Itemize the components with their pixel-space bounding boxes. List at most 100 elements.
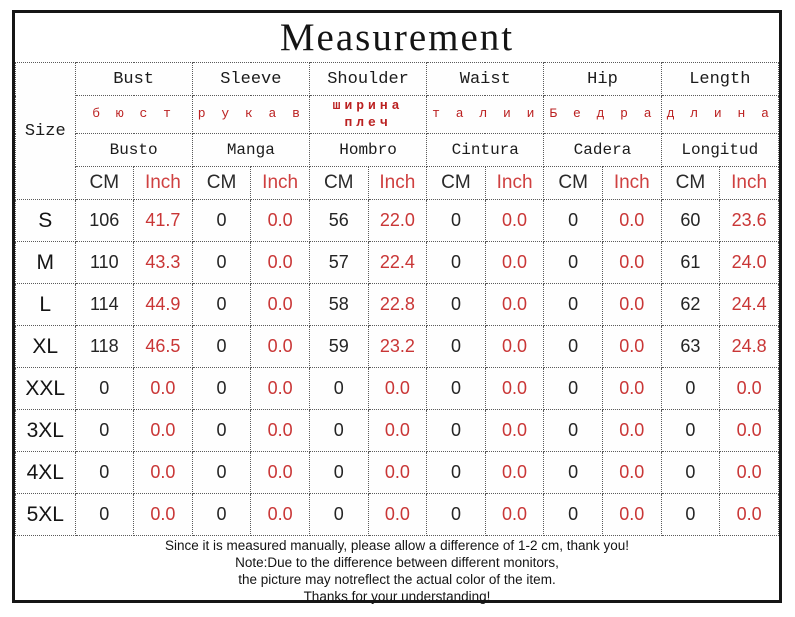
cell-l-sleeve-cm: 0 [191, 283, 252, 326]
cell-l-bust-inch: 44.9 [133, 283, 193, 326]
column-header-sleeve-russian: р у к а в [191, 95, 310, 134]
cell-s-sleeve-cm: 0 [191, 199, 252, 242]
cell-xl-bust-cm: 118 [74, 325, 135, 368]
measurement-sheet: Measurement Size Bust Sleeve Shoulder Waist… [12, 10, 782, 604]
cell-4xl-sleeve-cm: 0 [191, 451, 252, 494]
cell-xxl-bust-cm: 0 [74, 367, 135, 410]
cell-xl-hip-cm: 0 [543, 325, 603, 368]
page-title: Measurement [279, 16, 515, 59]
unit-header-inch-hip: Inch [601, 166, 662, 200]
cell-xxl-bust-inch: 0.0 [133, 367, 193, 410]
row-label-5xl: 5XL [15, 493, 76, 536]
cell-m-waist-cm: 0 [426, 241, 486, 284]
cell-3xl-sleeve-inch: 0.0 [250, 409, 310, 452]
size-row-s: S 106 41.7 0 0.0 56 22.0 0 0.0 0 0.0 60 23.6 [15, 199, 779, 242]
size-chart-table: Size Bust Sleeve Shoulder Waist Hip Length б … [15, 62, 780, 536]
row-label-s: S [15, 199, 76, 242]
cell-4xl-hip-cm: 0 [543, 451, 603, 494]
cell-xl-shoulder-inch: 23.2 [367, 325, 428, 368]
cell-4xl-waist-cm: 0 [426, 451, 486, 494]
cell-s-hip-cm: 0 [543, 199, 603, 242]
cell-5xl-shoulder-inch: 0.0 [367, 493, 428, 536]
unit-header-cm-sleeve: CM [191, 166, 252, 200]
cell-m-bust-cm: 110 [74, 241, 135, 284]
cell-xl-waist-cm: 0 [426, 325, 486, 368]
cell-4xl-sleeve-inch: 0.0 [250, 451, 310, 494]
size-row-3xl: 3XL 0 0.0 0 0.0 0 0.0 0 0.0 0 0.0 0 0.0 [15, 409, 779, 452]
footer-note-line: the picture may notreflect the actual co… [238, 572, 556, 587]
cell-l-hip-cm: 0 [543, 283, 603, 326]
cell-xxl-hip-inch: 0.0 [601, 367, 662, 410]
cell-xl-shoulder-cm: 59 [308, 325, 369, 368]
footer-note-line: Since it is measured manually, please al… [165, 538, 629, 553]
cell-5xl-hip-cm: 0 [543, 493, 603, 536]
cell-5xl-length-cm: 0 [660, 493, 721, 536]
unit-header-cm-bust: CM [74, 166, 135, 200]
size-row-m: M 110 43.3 0 0.0 57 22.4 0 0.0 0 0.0 61 24.0 [15, 241, 779, 284]
column-header-waist-spanish: Cintura [426, 133, 545, 167]
cell-4xl-bust-inch: 0.0 [133, 451, 193, 494]
cell-5xl-hip-inch: 0.0 [601, 493, 662, 536]
cell-xxl-shoulder-inch: 0.0 [367, 367, 428, 410]
header-row-spanish: Busto Manga Hombro Cintura Cadera Longitud [16, 133, 780, 167]
header-row-english: Size Bust Sleeve Shoulder Waist Hip Length [15, 62, 780, 200]
size-row-xl: XL 118 46.5 0 0.0 59 23.2 0 0.0 0 0.0 63 24.8 [15, 325, 779, 368]
column-header-shoulder-english: Shoulder [308, 62, 428, 96]
cell-l-shoulder-cm: 58 [308, 283, 369, 326]
cell-3xl-shoulder-inch: 0.0 [367, 409, 428, 452]
cell-4xl-hip-inch: 0.0 [601, 451, 662, 494]
column-header-sleeve-spanish: Manga [191, 133, 310, 167]
cell-xl-hip-inch: 0.0 [601, 325, 662, 368]
cell-m-waist-inch: 0.0 [484, 241, 545, 284]
cell-s-shoulder-inch: 22.0 [367, 199, 428, 242]
size-row-4xl: 4XL 0 0.0 0 0.0 0 0.0 0 0.0 0 0.0 0 0.0 [15, 451, 779, 494]
column-header-length-russian: д л и н а [660, 95, 780, 134]
column-header-hip-english: Hip [543, 62, 662, 96]
cell-l-length-cm: 62 [660, 283, 721, 326]
cell-s-bust-cm: 106 [74, 199, 135, 242]
column-header-bust-english: Bust [74, 62, 193, 96]
cell-l-waist-inch: 0.0 [484, 283, 545, 326]
cell-3xl-length-cm: 0 [660, 409, 721, 452]
cell-xxl-hip-cm: 0 [543, 367, 603, 410]
cell-s-hip-inch: 0.0 [601, 199, 662, 242]
cell-3xl-sleeve-cm: 0 [191, 409, 252, 452]
cell-4xl-bust-cm: 0 [74, 451, 135, 494]
cell-5xl-bust-cm: 0 [74, 493, 135, 536]
size-chart-body: S 106 41.7 0 0.0 56 22.0 0 0.0 0 0.0 60 23.6 M 110 43.3… [15, 199, 779, 536]
cell-4xl-shoulder-cm: 0 [308, 451, 369, 494]
cell-5xl-waist-inch: 0.0 [484, 493, 545, 536]
cell-s-waist-inch: 0.0 [484, 199, 545, 242]
cell-xxl-sleeve-inch: 0.0 [250, 367, 310, 410]
footer-notes: Since it is measured manually, please al… [15, 536, 779, 609]
cell-5xl-length-inch: 0.0 [719, 493, 779, 536]
cell-m-bust-inch: 43.3 [133, 241, 193, 284]
cell-5xl-shoulder-cm: 0 [308, 493, 369, 536]
size-row-5xl: 5XL 0 0.0 0 0.0 0 0.0 0 0.0 0 0.0 0 0.0 [15, 493, 779, 536]
unit-header-inch-sleeve: Inch [250, 166, 310, 200]
size-row-xxl: XXL 0 0.0 0 0.0 0 0.0 0 0.0 0 0.0 0 0.0 [15, 367, 779, 410]
cell-s-bust-inch: 41.7 [133, 199, 193, 242]
unit-header-inch-bust: Inch [133, 166, 193, 200]
cell-3xl-hip-inch: 0.0 [601, 409, 662, 452]
cell-4xl-length-cm: 0 [660, 451, 721, 494]
size-row-l: L 114 44.9 0 0.0 58 22.8 0 0.0 0 0.0 62 24.4 [15, 283, 779, 326]
column-header-length-spanish: Longitud [660, 133, 780, 167]
cell-m-length-inch: 24.0 [719, 241, 779, 284]
cell-xxl-waist-inch: 0.0 [484, 367, 545, 410]
column-header-hip-spanish: Cadera [543, 133, 662, 167]
cell-xxl-length-cm: 0 [660, 367, 721, 410]
cell-5xl-bust-inch: 0.0 [133, 493, 193, 536]
row-label-m: M [15, 241, 76, 284]
header-row-units: CM Inch CM Inch CM Inch CM Inch CM Inch CM Inch [16, 166, 779, 200]
row-label-3xl: 3XL [15, 409, 76, 452]
row-label-4xl: 4XL [15, 451, 76, 494]
unit-header-inch-shoulder: Inch [367, 166, 428, 200]
cell-l-length-inch: 24.4 [719, 283, 779, 326]
row-label-l: L [15, 283, 76, 326]
unit-header-cm-length: CM [660, 166, 721, 200]
cell-xl-bust-inch: 46.5 [133, 325, 193, 368]
unit-header-cm-waist: CM [426, 166, 486, 200]
cell-3xl-bust-inch: 0.0 [133, 409, 193, 452]
